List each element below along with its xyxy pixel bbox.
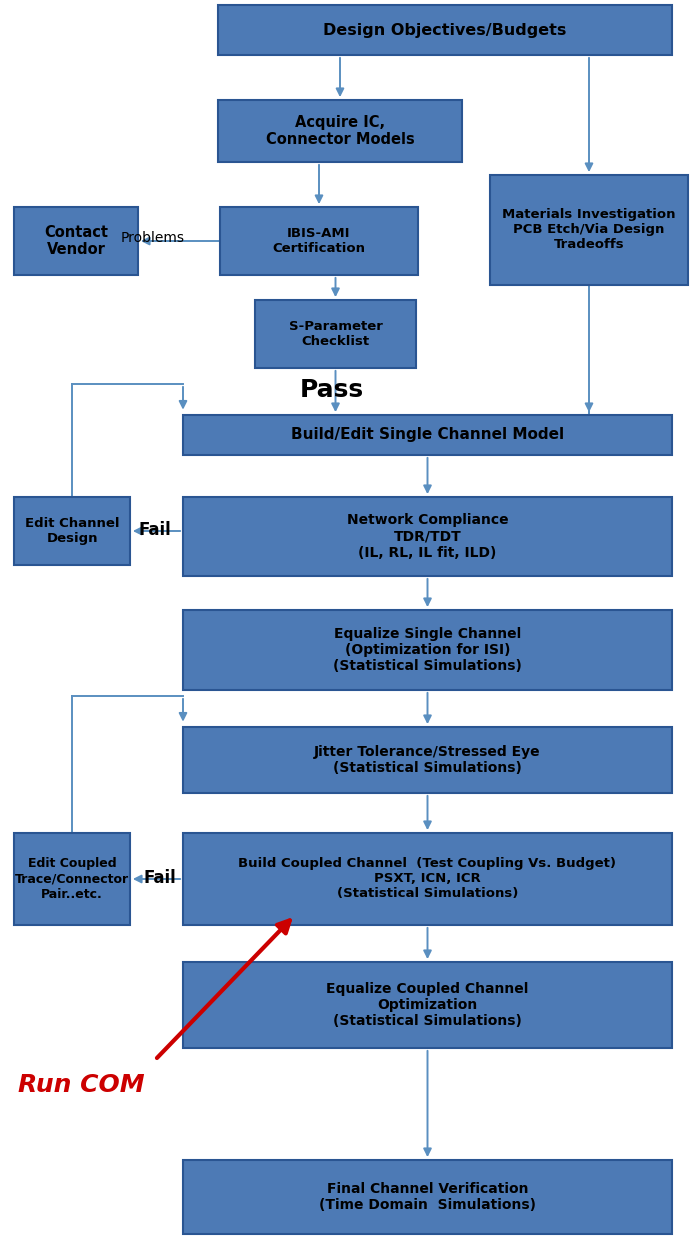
Text: Final Channel Verification
(Time Domain  Simulations): Final Channel Verification (Time Domain … <box>319 1182 536 1212</box>
Text: Pass: Pass <box>300 378 364 401</box>
FancyBboxPatch shape <box>183 610 672 690</box>
Text: Build/Edit Single Channel Model: Build/Edit Single Channel Model <box>291 427 564 442</box>
Text: Build Coupled Channel  (Test Coupling Vs. Budget)
PSXT, ICN, ICR
(Statistical Si: Build Coupled Channel (Test Coupling Vs.… <box>238 857 616 901</box>
Text: Contact
Vendor: Contact Vendor <box>44 224 108 258</box>
Text: Fail: Fail <box>138 522 172 539</box>
Text: S-Parameter
Checklist: S-Parameter Checklist <box>288 320 382 348</box>
Text: Problems: Problems <box>121 230 185 245</box>
FancyBboxPatch shape <box>183 833 672 926</box>
FancyBboxPatch shape <box>220 207 418 275</box>
Text: Fail: Fail <box>144 869 177 887</box>
FancyBboxPatch shape <box>218 5 672 55</box>
Text: Design Objectives/Budgets: Design Objectives/Budgets <box>323 22 566 37</box>
Text: Edit Coupled
Trace/Connector
Pair..etc.: Edit Coupled Trace/Connector Pair..etc. <box>15 857 129 901</box>
Text: Acquire IC,
Connector Models: Acquire IC, Connector Models <box>265 115 414 147</box>
FancyBboxPatch shape <box>183 497 672 576</box>
Text: Equalize Single Channel
(Optimization for ISI)
(Statistical Simulations): Equalize Single Channel (Optimization fo… <box>333 627 522 673</box>
FancyBboxPatch shape <box>183 415 672 455</box>
FancyBboxPatch shape <box>218 100 462 162</box>
FancyBboxPatch shape <box>14 833 130 926</box>
FancyBboxPatch shape <box>183 1160 672 1234</box>
Text: Materials Investigation
PCB Etch/Via Design
Tradeoffs: Materials Investigation PCB Etch/Via Des… <box>502 208 676 252</box>
FancyBboxPatch shape <box>183 727 672 793</box>
Text: Run COM: Run COM <box>18 1073 145 1097</box>
Text: IBIS-AMI
Certification: IBIS-AMI Certification <box>272 227 366 255</box>
FancyBboxPatch shape <box>14 497 130 565</box>
Text: Equalize Coupled Channel
Optimization
(Statistical Simulations): Equalize Coupled Channel Optimization (S… <box>327 981 529 1028</box>
Text: Edit Channel
Design: Edit Channel Design <box>25 517 120 545</box>
FancyBboxPatch shape <box>490 175 688 285</box>
FancyBboxPatch shape <box>183 961 672 1048</box>
FancyBboxPatch shape <box>255 300 416 368</box>
Text: Network Compliance
TDR/TDT
(IL, RL, IL fit, ILD): Network Compliance TDR/TDT (IL, RL, IL f… <box>347 513 508 560</box>
FancyBboxPatch shape <box>14 207 138 275</box>
Text: Jitter Tolerance/Stressed Eye
(Statistical Simulations): Jitter Tolerance/Stressed Eye (Statistic… <box>314 745 541 776</box>
